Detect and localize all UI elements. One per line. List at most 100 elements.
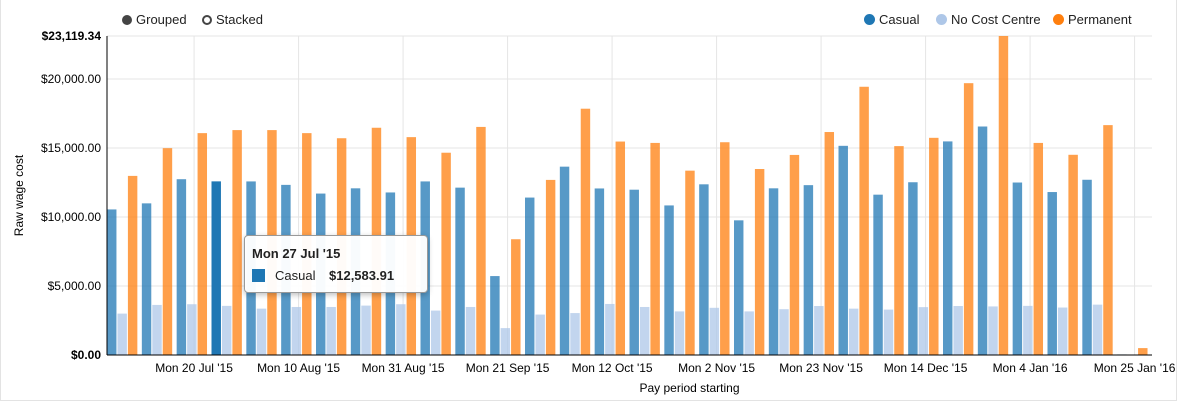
- bar-permanent: [720, 142, 730, 355]
- y-tick-label: $5,000.00: [48, 279, 102, 293]
- bar-permanent: [615, 141, 626, 355]
- y-tick-label: $0.00: [71, 348, 101, 362]
- y-tick-label: $20,000.00: [41, 72, 101, 86]
- bar-casual: [734, 220, 744, 355]
- bar-no-cost-centre: [187, 304, 197, 355]
- bar-casual: [838, 145, 848, 355]
- x-tick-label: Mon 2 Nov '15: [678, 361, 755, 375]
- bar-no-cost-centre: [605, 303, 615, 355]
- bar-casual: [1012, 182, 1023, 355]
- bar-casual: [107, 209, 117, 355]
- bar-no-cost-centre: [430, 310, 441, 355]
- stacked-label: Stacked: [216, 12, 263, 27]
- bar-no-cost-centre: [1092, 304, 1103, 355]
- bar-permanent: [232, 130, 242, 355]
- bar-casual: [943, 141, 953, 355]
- bar-permanent: [789, 154, 800, 355]
- bar-no-cost-centre: [326, 306, 336, 355]
- legend-no-cost-centre[interactable]: No Cost Centre: [936, 12, 1041, 27]
- bar-permanent: [650, 142, 660, 355]
- bar-no-cost-centre: [883, 309, 894, 355]
- bar-casual: [768, 188, 779, 355]
- bar-casual: [1082, 179, 1092, 355]
- bar-permanent: [580, 108, 591, 355]
- bar-permanent: [824, 132, 835, 355]
- bar-no-cost-centre: [291, 306, 302, 355]
- x-tick-label: Mon 25 Jan '16: [1094, 361, 1176, 375]
- legend-permanent[interactable]: Permanent: [1053, 12, 1132, 27]
- bar-permanent: [545, 179, 556, 355]
- bar-permanent: [685, 170, 695, 355]
- bar-casual: [594, 188, 605, 355]
- bar-no-cost-centre: [361, 305, 371, 355]
- y-axis-title: Raw wage cost: [12, 154, 26, 236]
- bar-permanent: [929, 137, 939, 355]
- legend-no-cost-centre-dot-icon: [936, 14, 947, 25]
- bar-casual: [141, 203, 152, 355]
- grouped-toggle[interactable]: Grouped: [122, 12, 187, 27]
- bar-no-cost-centre: [953, 306, 963, 355]
- x-tick-label: Mon 12 Oct '15: [572, 361, 653, 375]
- bar-no-cost-centre: [535, 314, 545, 355]
- bar-no-cost-centre: [152, 304, 162, 355]
- legend-casual-label: Casual: [879, 12, 920, 27]
- y-tick-label: $23,119.34: [42, 29, 102, 43]
- bar-permanent: [1138, 348, 1148, 355]
- tooltip-title: Mon 27 Jul '15: [252, 246, 341, 261]
- bar-casual: [559, 166, 570, 355]
- bar-casual: [525, 197, 535, 355]
- tooltip-series: Casual: [275, 268, 316, 283]
- bar-casual: [1047, 192, 1057, 355]
- legend-casual-dot-icon: [864, 14, 875, 25]
- bar-no-cost-centre: [1057, 307, 1068, 355]
- bar-no-cost-centre: [117, 313, 127, 355]
- bar-no-cost-centre: [570, 313, 580, 355]
- grouped-label: Grouped: [136, 12, 187, 27]
- bar-permanent: [859, 86, 869, 355]
- stacked-toggle[interactable]: Stacked: [202, 12, 263, 27]
- bar-no-cost-centre: [465, 306, 476, 355]
- bar-casual: [211, 181, 221, 355]
- bar-no-cost-centre: [918, 307, 929, 355]
- tooltip-swatch: [252, 269, 265, 282]
- bar-permanent: [1068, 154, 1078, 355]
- bar-permanent: [197, 133, 208, 355]
- bar-casual: [873, 194, 883, 355]
- x-tick-label: Mon 14 Dec '15: [884, 361, 968, 375]
- bar-permanent: [511, 239, 521, 355]
- legend-no-cost-centre-label: No Cost Centre: [951, 12, 1041, 27]
- bar-casual: [803, 185, 814, 355]
- bar-permanent: [476, 126, 486, 355]
- x-axis-title: Pay period starting: [639, 381, 739, 395]
- bar-no-cost-centre: [674, 311, 685, 355]
- bar-casual: [455, 187, 465, 355]
- bar-permanent: [998, 36, 1009, 355]
- bar-no-cost-centre: [1023, 305, 1033, 355]
- bar-permanent: [894, 146, 904, 355]
- legend-permanent-label: Permanent: [1068, 12, 1132, 27]
- bar-no-cost-centre: [256, 308, 267, 355]
- bar-casual: [629, 189, 639, 355]
- bar-no-cost-centre: [221, 305, 232, 355]
- y-tick-label: $10,000.00: [41, 210, 101, 224]
- x-tick-label: Mon 23 Nov '15: [779, 361, 863, 375]
- bar-casual: [977, 126, 988, 355]
- grouped-radio-icon: [122, 14, 132, 25]
- y-tick-label: $15,000.00: [41, 141, 101, 155]
- bar-casual: [176, 179, 187, 355]
- bar-no-cost-centre: [639, 306, 650, 355]
- bar-casual: [908, 182, 918, 355]
- tooltip: Mon 27 Jul '15 Casual $12,583.91: [244, 235, 428, 293]
- bar-permanent: [963, 83, 974, 355]
- legend-permanent-dot-icon: [1053, 14, 1064, 25]
- x-tick-label: Mon 21 Sep '15: [466, 361, 550, 375]
- x-tick-label: Mon 10 Aug '15: [257, 361, 340, 375]
- x-tick-label: Mon 4 Jan '16: [993, 361, 1068, 375]
- bar-no-cost-centre: [848, 308, 859, 355]
- bar-no-cost-centre: [779, 309, 789, 355]
- bar-permanent: [162, 148, 173, 355]
- bar-no-cost-centre: [814, 306, 824, 355]
- bar-permanent: [1033, 142, 1044, 355]
- legend-casual[interactable]: Casual: [864, 12, 919, 27]
